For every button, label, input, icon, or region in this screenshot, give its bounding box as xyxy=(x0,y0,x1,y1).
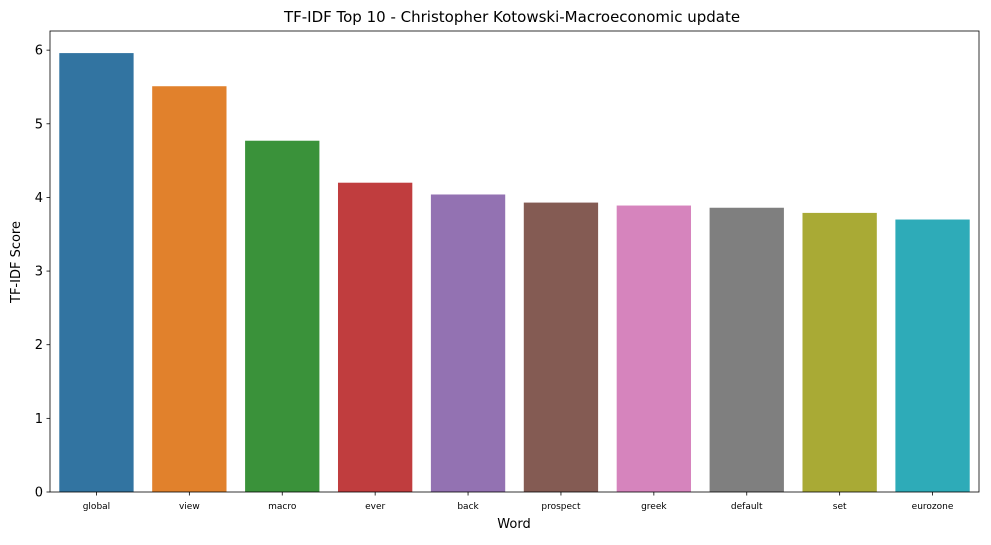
y-tick-label: 2 xyxy=(35,338,43,353)
x-tick-label: greek xyxy=(641,502,667,512)
bar-default xyxy=(709,207,784,492)
bar-greek xyxy=(616,205,692,492)
bar-macro xyxy=(245,140,320,492)
x-tick-label: macro xyxy=(268,502,297,512)
y-tick-label: 5 xyxy=(35,117,43,132)
bar-global xyxy=(59,53,134,492)
bars-group xyxy=(59,53,970,493)
axes-frame xyxy=(49,30,980,493)
bar-back xyxy=(430,194,506,492)
y-tick-label: 1 xyxy=(35,412,43,427)
y-axis-ticks: 0 1 2 3 4 5 6 xyxy=(35,44,50,501)
y-tick-label: 6 xyxy=(35,44,43,59)
bar-eurozone xyxy=(895,219,970,492)
x-tick-label: global xyxy=(83,502,110,512)
bar-prospect xyxy=(523,202,599,493)
bar-set xyxy=(802,212,877,492)
y-axis-label: TF-IDF Score xyxy=(9,221,24,304)
x-axis-ticks: global view macro ever back prospect greek defa… xyxy=(83,492,954,512)
x-tick-label: default xyxy=(731,502,763,512)
y-tick-label: 4 xyxy=(35,191,43,206)
bar-ever xyxy=(337,182,413,492)
x-tick-label: prospect xyxy=(541,502,581,512)
y-tick-label: 3 xyxy=(35,265,43,280)
chart-title: TF-IDF Top 10 - Christopher Kotowski-Mac… xyxy=(283,8,740,26)
x-tick-label: ever xyxy=(365,502,385,512)
x-tick-label: back xyxy=(457,502,479,512)
y-tick-label: 0 xyxy=(35,486,43,501)
x-tick-label: set xyxy=(833,502,847,512)
x-tick-label: view xyxy=(179,502,200,512)
bar-view xyxy=(152,86,227,492)
x-axis-label: Word xyxy=(497,517,530,532)
x-tick-label: eurozone xyxy=(912,502,954,512)
